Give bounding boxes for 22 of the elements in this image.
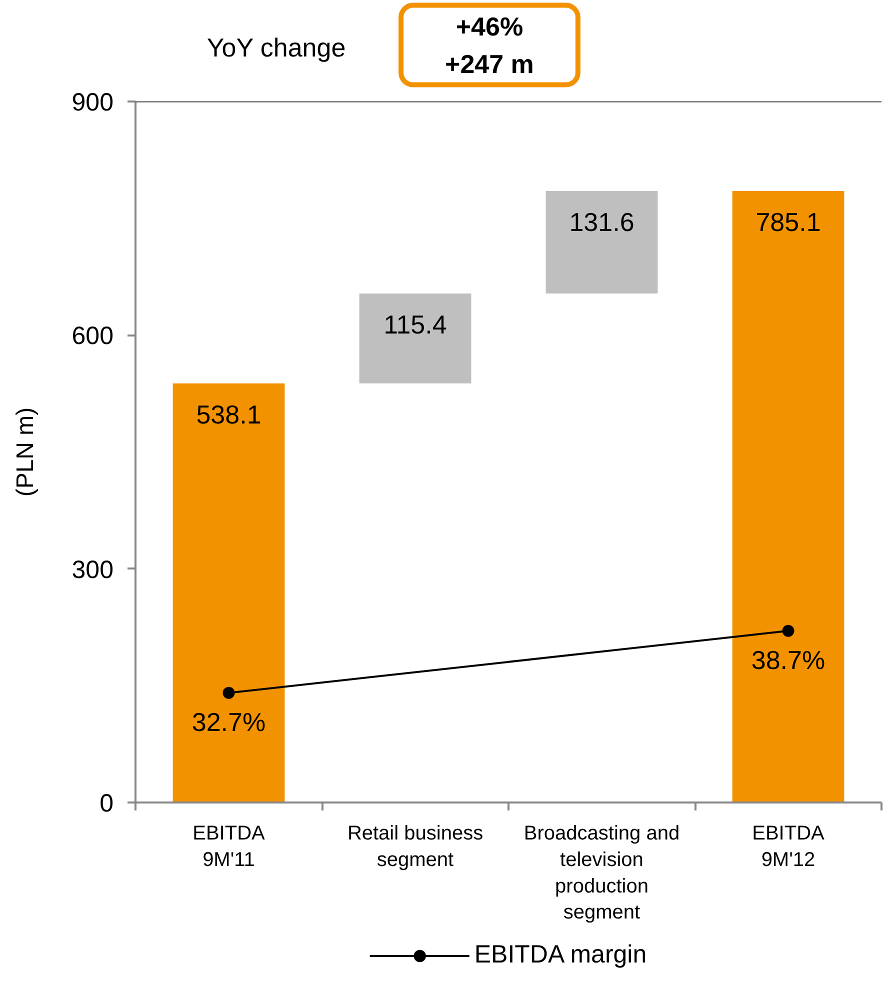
x-tick-label: Broadcasting and television production segment: [524, 822, 680, 924]
legend-label: EBITDA margin: [474, 940, 647, 970]
x-tick-label: EBITDA 9M'11: [192, 822, 266, 871]
bar: [732, 190, 844, 802]
x-tick-label: EBITDA 9M'12: [752, 822, 826, 871]
bar: [172, 383, 285, 802]
data-label: 32.7%: [192, 706, 266, 737]
y-tick-label: 900: [72, 88, 114, 116]
data-label: 38.7%: [751, 644, 826, 675]
data-label: 538.1: [196, 399, 262, 430]
data-label: 131.6: [569, 206, 634, 237]
text: +46% +247 m: [445, 11, 534, 79]
data-label: 115.4: [384, 309, 447, 340]
bar: [546, 190, 658, 294]
text: YoY change: [206, 32, 346, 63]
x-tick-label: Retail business segment: [347, 822, 484, 871]
bar: [359, 293, 472, 384]
y-tick-label: 0: [100, 790, 114, 818]
y-tick-label: 300: [72, 556, 114, 584]
data-label: 785.1: [756, 206, 821, 237]
y-tick-label: 600: [72, 322, 114, 350]
y-axis-title: (PLN m): [12, 407, 39, 497]
